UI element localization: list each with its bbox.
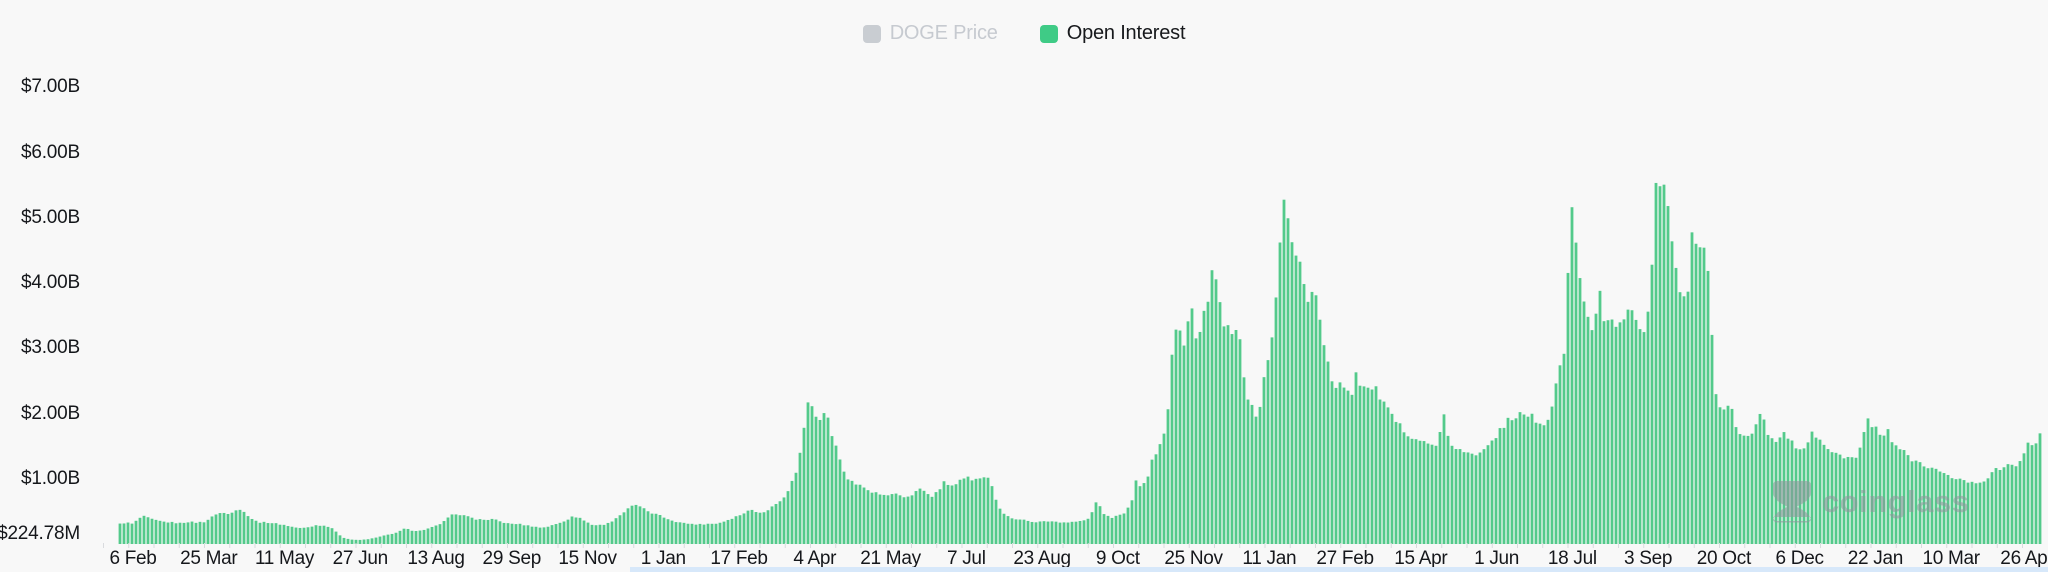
x-axis-label: 4 Apr xyxy=(793,548,837,569)
legend-label-open-interest: Open Interest xyxy=(1066,22,1186,44)
datazoom-strip[interactable] xyxy=(630,567,2048,572)
legend-label-doge-price: DOGE Price xyxy=(889,22,998,44)
open-interest-swatch-icon xyxy=(1039,24,1058,43)
x-axis-label: 15 Apr xyxy=(1394,548,1448,569)
x-axis-label: 6 Feb xyxy=(109,548,157,569)
x-axis-label: 25 Nov xyxy=(1164,548,1223,569)
x-axis-label: 15 Nov xyxy=(558,548,617,569)
x-axis-label: 11 Jan xyxy=(1242,548,1297,569)
x-axis-label: 3 Sep xyxy=(1624,548,1673,569)
x-axis-label: 13 Aug xyxy=(407,548,465,569)
x-axis-label: 9 Oct xyxy=(1095,548,1140,569)
x-axis-label: 10 Mar xyxy=(1922,548,1980,569)
y-axis-label: $6.00B xyxy=(20,141,80,163)
y-axis-label: $2.00B xyxy=(20,402,80,424)
x-axis-label: 26 Apr xyxy=(2000,548,2048,569)
x-axis-label: 1 Jan xyxy=(640,548,686,569)
x-axis-label: 27 Feb xyxy=(1316,548,1374,569)
x-axis-label: 6 Dec xyxy=(1775,548,1824,569)
x-axis-label: 18 Jul xyxy=(1547,548,1597,569)
y-axis-label: $7.00B xyxy=(20,76,80,98)
x-axis-label: 17 Feb xyxy=(710,548,768,569)
open-interest-bars xyxy=(118,182,2042,545)
y-axis-label: $1.00B xyxy=(20,467,80,489)
legend-item-open-interest[interactable]: Open Interest xyxy=(1039,22,1186,45)
doge-price-swatch-icon xyxy=(862,24,881,43)
x-axis-label: 27 Jun xyxy=(332,548,389,569)
x-axis-label: 21 May xyxy=(860,548,921,569)
y-axis-min-label: $224.78M xyxy=(0,523,80,545)
y-axis-label: $3.00B xyxy=(20,337,80,359)
x-axis-label: 7 Jul xyxy=(946,548,986,569)
x-axis-label: 11 May xyxy=(254,548,315,569)
x-axis-label: 29 Sep xyxy=(482,548,542,569)
x-axis-label: 20 Oct xyxy=(1696,548,1751,569)
x-axis-label: 22 Jan xyxy=(1847,548,1904,569)
x-axis-label: 23 Aug xyxy=(1013,548,1071,569)
x-axis-ticks xyxy=(103,543,2023,548)
legend: DOGE Price Open Interest xyxy=(0,22,2048,45)
x-axis-label: 25 Mar xyxy=(180,548,238,569)
y-axis-label: $4.00B xyxy=(20,272,80,293)
y-axis-label: $5.00B xyxy=(20,206,80,228)
x-axis-label: 1 Jun xyxy=(1474,548,1520,569)
legend-item-doge-price[interactable]: DOGE Price xyxy=(862,22,998,45)
